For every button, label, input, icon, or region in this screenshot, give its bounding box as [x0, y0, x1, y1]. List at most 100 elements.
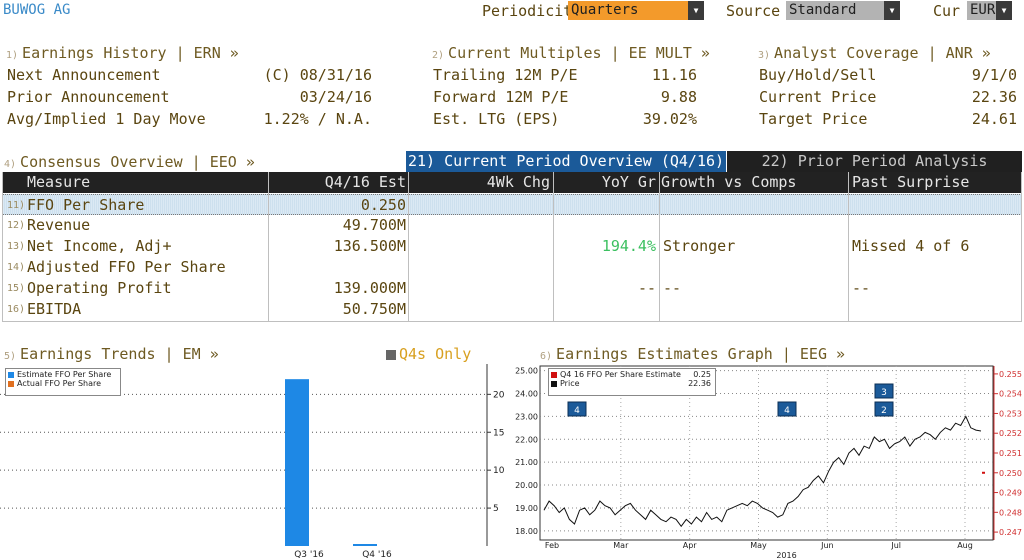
- trends-y-ticks: 5 10 15 20: [487, 390, 505, 514]
- left-tick-label: 20.00: [515, 481, 538, 490]
- event-marker[interactable]: 4: [567, 401, 587, 417]
- periodicity-value: Quarters: [571, 2, 639, 18]
- x-tick-label: May: [750, 541, 767, 550]
- left-tick-label: 25.00: [515, 367, 538, 376]
- x-tick-label: Mar: [613, 541, 629, 550]
- bar-estimate[interactable]: [285, 379, 309, 546]
- legend-swatch: [8, 380, 14, 387]
- growth-cell: --: [663, 279, 682, 297]
- target-price-label: Target Price: [759, 110, 868, 128]
- table-divider: [2, 172, 3, 322]
- source-select[interactable]: Standard ▼: [786, 1, 900, 20]
- measure-cell: Adjusted FFO Per Share: [27, 258, 226, 276]
- table-row[interactable]: 14) Adjusted FFO Per Share: [2, 257, 1022, 278]
- earnings-graph-header[interactable]: 6) Earnings Estimates Graph | EEG »: [540, 345, 845, 363]
- x-tick-label: Aug: [957, 541, 973, 550]
- measure-cell: Operating Profit: [27, 279, 172, 297]
- x-tick-label: Q3 '16: [294, 550, 324, 560]
- legend-label: Price: [560, 379, 580, 388]
- right-tick-label: 0.255: [999, 370, 1022, 379]
- column-header-growth[interactable]: Growth vs Comps: [661, 173, 797, 191]
- earnings-trends-chart: 5 10 15 20 Q3 '16 Q4 '16: [0, 364, 505, 560]
- current-multiples-header[interactable]: 2) Current Multiples | EE MULT »: [432, 44, 710, 62]
- right-tick-label: 0.252: [999, 429, 1022, 438]
- y-tick-label: 5: [493, 504, 499, 514]
- q4s-only-toggle[interactable]: Q4s Only: [386, 345, 471, 363]
- earnings-history-title[interactable]: Earnings History | ERN »: [22, 44, 239, 62]
- column-header-surprise[interactable]: Past Surprise: [852, 173, 970, 191]
- checkbox-icon[interactable]: [386, 349, 396, 360]
- tab-prior-period[interactable]: 22) Prior Period Analysis (Q3/16): [727, 151, 1022, 191]
- growth-cell: Stronger: [663, 237, 736, 255]
- y-tick-label: 10: [493, 466, 505, 476]
- analyst-coverage-title[interactable]: Analyst Coverage | ANR »: [774, 44, 991, 62]
- event-marker[interactable]: 2: [874, 401, 894, 417]
- chevron-down-icon[interactable]: ▼: [884, 1, 900, 20]
- table-row[interactable]: 13) Net Income, Adj+ 136.500M 194.4% Str…: [2, 236, 1022, 257]
- left-tick-label: 21.00: [515, 458, 538, 467]
- legend-label: Actual FFO Per Share: [17, 379, 102, 388]
- column-header-yoy[interactable]: YoY Gr: [601, 173, 656, 191]
- measure-cell: Net Income, Adj+: [27, 237, 172, 255]
- consensus-overview-header[interactable]: 4) Consensus Overview | EEO »: [4, 153, 255, 171]
- column-header-4wk-chg[interactable]: 4Wk Chg: [486, 173, 550, 191]
- section-number: 1): [6, 50, 19, 61]
- x-year-label: 2016: [776, 551, 796, 560]
- est-ltg-label: Est. LTG (EPS): [433, 110, 560, 128]
- tab-current-period[interactable]: 21) Current Period Overview (Q4/16): [406, 151, 726, 172]
- table-divider: [659, 172, 660, 322]
- table-row[interactable]: 12) Revenue 49.700M: [2, 215, 1022, 236]
- earnings-history-header[interactable]: 1) Earnings History | ERN »: [6, 44, 239, 62]
- column-header-measure[interactable]: Measure: [27, 173, 91, 191]
- surprise-cell: Missed 4 of 6: [852, 237, 970, 255]
- estimate-cell: 49.700M: [342, 216, 406, 234]
- measure-cell: Revenue: [27, 216, 91, 234]
- table-row[interactable]: 16) EBITDA 50.750M: [2, 299, 1022, 320]
- section-number: 2): [432, 50, 445, 61]
- forward-pe-label: Forward 12M P/E: [433, 88, 569, 106]
- left-tick-label: 23.00: [515, 412, 538, 421]
- security-ticker[interactable]: BUWOG AG: [3, 2, 71, 18]
- right-tick-label: 0.253: [999, 409, 1022, 418]
- periodicity-select[interactable]: Quarters ▼: [568, 1, 704, 20]
- event-marker[interactable]: 4: [777, 401, 797, 417]
- event-markers: 4 4 3 2: [567, 383, 894, 417]
- yoy-cell: 194.4%: [601, 237, 656, 255]
- estimate-cell: 136.500M: [333, 237, 406, 255]
- consensus-overview-title[interactable]: Consensus Overview | EEO »: [20, 153, 255, 171]
- prior-announcement-label: Prior Announcement: [7, 88, 170, 106]
- implied-move-label: Avg/Implied 1 Day Move: [7, 110, 206, 128]
- y-tick-label: 20: [493, 390, 505, 400]
- table-row[interactable]: 15) Operating Profit 139.000M -- -- --: [2, 278, 1022, 299]
- right-tick-label: 0.250: [999, 469, 1022, 478]
- table-header: Measure Q4/16 Est 4Wk Chg YoY Gr Growth …: [2, 172, 1022, 193]
- earnings-trends-header[interactable]: 5) Earnings Trends | EM »: [4, 345, 219, 363]
- trailing-pe-value: 11.16: [651, 66, 697, 84]
- column-header-est[interactable]: Q4/16 Est: [324, 173, 406, 191]
- measure-cell: FFO Per Share: [27, 196, 145, 214]
- right-tick-label: 0.254: [999, 390, 1022, 399]
- trailing-pe-label: Trailing 12M P/E: [433, 66, 578, 84]
- trends-x-ticks: Q3 '16 Q4 '16: [294, 550, 392, 560]
- analyst-coverage-header[interactable]: 3) Analyst Coverage | ANR »: [758, 44, 991, 62]
- row-number: 11): [7, 200, 26, 211]
- current-multiples-title[interactable]: Current Multiples | EE MULT »: [448, 44, 710, 62]
- chevron-down-icon[interactable]: ▼: [688, 1, 704, 20]
- marker-label: 2: [881, 406, 887, 416]
- estimate-cell: 0.250: [360, 196, 406, 214]
- x-tick-label: Apr: [683, 541, 698, 550]
- surprise-cell: --: [852, 279, 871, 297]
- table-bottom-border: [2, 321, 1022, 322]
- earnings-trends-title[interactable]: Earnings Trends | EM »: [20, 345, 219, 363]
- marker-label: 3: [881, 388, 887, 398]
- bar-estimate[interactable]: [353, 544, 377, 546]
- table-row[interactable]: 11) FFO Per Share 0.250: [2, 194, 1022, 215]
- event-marker[interactable]: 3: [874, 383, 894, 399]
- chevron-down-icon[interactable]: ▼: [996, 1, 1012, 20]
- next-announcement-value: (C) 08/31/16: [263, 66, 372, 84]
- currency-select[interactable]: EUR ▼: [967, 1, 1012, 20]
- y-tick-label: 15: [493, 428, 504, 438]
- row-number: 15): [7, 283, 26, 294]
- current-price-value: 22.36: [971, 88, 1017, 106]
- earnings-graph-title[interactable]: Earnings Estimates Graph | EEG »: [556, 345, 846, 363]
